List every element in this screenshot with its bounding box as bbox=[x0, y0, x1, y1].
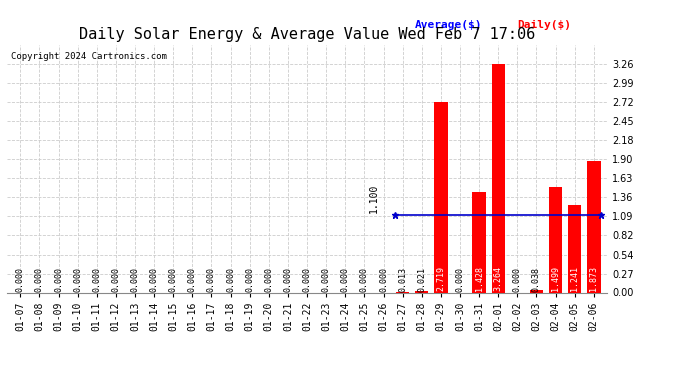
Text: 0.000: 0.000 bbox=[92, 267, 101, 292]
Text: 0.000: 0.000 bbox=[513, 267, 522, 292]
Text: 0.000: 0.000 bbox=[264, 267, 273, 292]
Bar bbox=[473, 192, 486, 292]
Text: 0.000: 0.000 bbox=[73, 267, 82, 292]
Text: 0.000: 0.000 bbox=[150, 267, 159, 292]
Text: 0.000: 0.000 bbox=[111, 267, 120, 292]
Bar bbox=[587, 161, 600, 292]
Text: 1.873: 1.873 bbox=[589, 266, 598, 291]
Text: 0.000: 0.000 bbox=[16, 267, 25, 292]
Bar bbox=[549, 188, 562, 292]
Bar bbox=[530, 290, 543, 292]
Text: 0.000: 0.000 bbox=[284, 267, 293, 292]
Text: 0.000: 0.000 bbox=[341, 267, 350, 292]
Text: 1.499: 1.499 bbox=[551, 266, 560, 291]
Text: 1.241: 1.241 bbox=[570, 266, 579, 291]
Text: Copyright 2024 Cartronics.com: Copyright 2024 Cartronics.com bbox=[11, 53, 166, 62]
Text: 0.021: 0.021 bbox=[417, 267, 426, 292]
Bar bbox=[415, 291, 428, 292]
Text: 0.000: 0.000 bbox=[245, 267, 254, 292]
Text: 0.013: 0.013 bbox=[398, 267, 407, 292]
Bar bbox=[568, 206, 582, 292]
Bar bbox=[434, 102, 448, 292]
Text: 0.000: 0.000 bbox=[169, 267, 178, 292]
Text: 0.000: 0.000 bbox=[322, 267, 331, 292]
Text: Average($): Average($) bbox=[415, 20, 482, 30]
Text: 0.000: 0.000 bbox=[130, 267, 139, 292]
Text: 0.000: 0.000 bbox=[360, 267, 369, 292]
Text: 2.719: 2.719 bbox=[436, 266, 445, 291]
Text: 0.000: 0.000 bbox=[35, 267, 44, 292]
Text: 3.264: 3.264 bbox=[494, 266, 503, 291]
Bar bbox=[491, 64, 505, 292]
Text: 0.000: 0.000 bbox=[226, 267, 235, 292]
Text: 0.000: 0.000 bbox=[54, 267, 63, 292]
Text: Daily($): Daily($) bbox=[518, 20, 571, 30]
Title: Daily Solar Energy & Average Value Wed Feb 7 17:06: Daily Solar Energy & Average Value Wed F… bbox=[79, 27, 535, 42]
Text: 0.000: 0.000 bbox=[188, 267, 197, 292]
Text: 0.000: 0.000 bbox=[379, 267, 388, 292]
Text: 0.038: 0.038 bbox=[532, 267, 541, 292]
Text: 0.000: 0.000 bbox=[455, 267, 464, 292]
Text: 1.100: 1.100 bbox=[369, 184, 379, 213]
Text: 1.428: 1.428 bbox=[475, 266, 484, 291]
Text: 0.000: 0.000 bbox=[207, 267, 216, 292]
Text: 0.000: 0.000 bbox=[302, 267, 312, 292]
